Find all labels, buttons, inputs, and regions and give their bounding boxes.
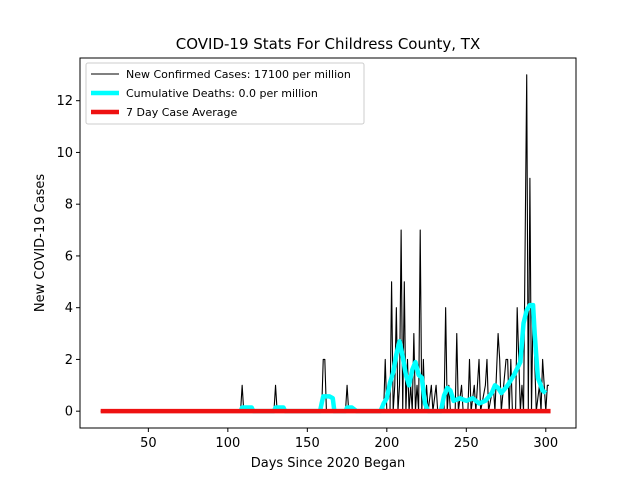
x-axis: 50 100 150 200 250 300	[140, 428, 558, 451]
legend-box	[85, 62, 365, 125]
y-tick-label: 0	[65, 405, 73, 420]
x-tick-label: 150	[295, 436, 320, 451]
plot-frame	[79, 57, 577, 429]
series-line-1	[238, 302, 548, 414]
x-tick-label: 50	[140, 436, 157, 451]
y-axis-label: New COVID-19 Cases	[33, 174, 48, 312]
y-tick-label: 2	[65, 353, 73, 368]
series-layer	[100, 74, 551, 414]
y-tick-label: 10	[56, 146, 73, 161]
y-tick-label: 4	[65, 301, 73, 316]
legend-label-2: 7 Day Case Average	[126, 106, 238, 119]
legend-label-0: New Confirmed Cases: 17100 per million	[126, 68, 351, 81]
x-axis-label: Days Since 2020 Began	[251, 456, 406, 471]
chart-title: COVID-19 Stats For Childress County, TX	[176, 35, 480, 53]
x-tick-label: 100	[215, 436, 240, 451]
y-tick-label: 8	[65, 198, 73, 213]
legend-label-1: Cumulative Deaths: 0.0 per million	[126, 87, 318, 100]
x-tick-label: 200	[374, 436, 399, 451]
y-tick-label: 12	[56, 94, 73, 109]
legend: New Confirmed Cases: 17100 per million Cu…	[85, 62, 365, 125]
y-tick-label: 6	[65, 249, 73, 264]
x-tick-label: 250	[454, 436, 479, 451]
y-axis: 0 2 4 6 8 10 12	[56, 94, 80, 420]
x-tick-label: 300	[533, 436, 558, 451]
